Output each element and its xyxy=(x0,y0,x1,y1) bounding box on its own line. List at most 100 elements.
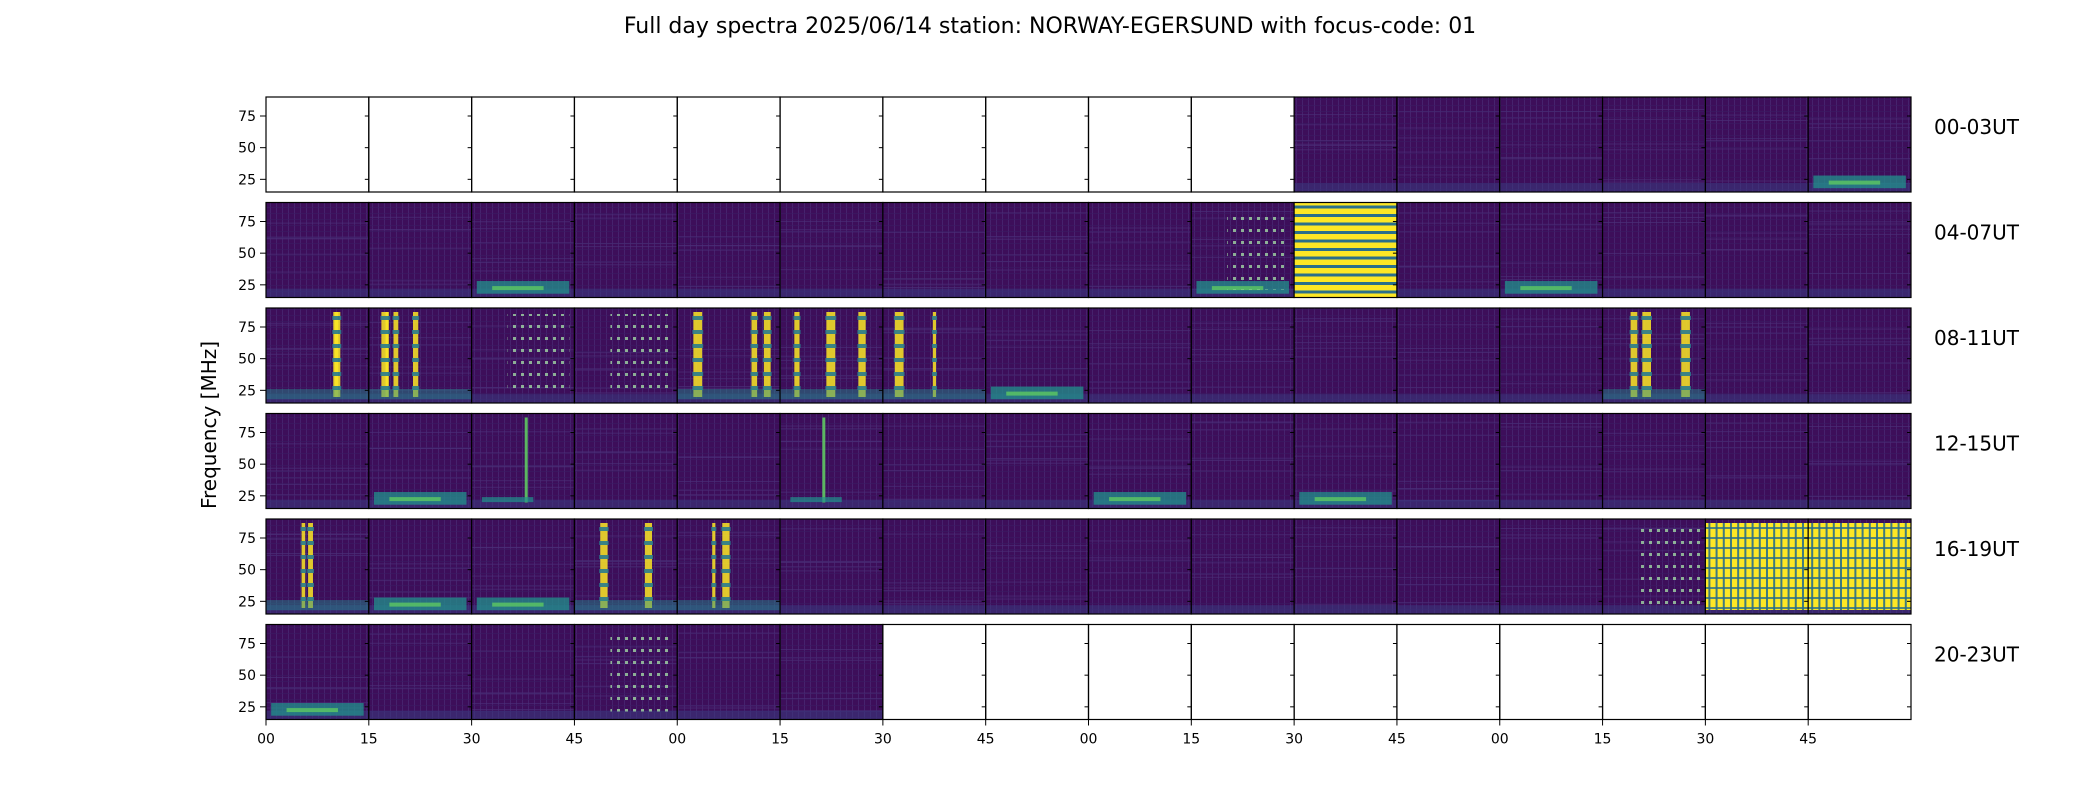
spectra-panel xyxy=(676,518,781,615)
spectra-panel xyxy=(1087,518,1192,615)
panel-frame xyxy=(368,96,473,193)
x-tick-label: 00 xyxy=(1080,732,1098,748)
spectra-panel xyxy=(573,412,678,510)
y-tick-label: 50 xyxy=(238,141,256,157)
row-time-label: 20-23UT xyxy=(1934,643,2020,667)
x-tick-label: 00 xyxy=(1491,732,1509,748)
panel-frame xyxy=(1601,623,1706,721)
panel-frame xyxy=(1190,96,1295,193)
spectra-panel xyxy=(1396,518,1501,615)
panel-frame xyxy=(265,96,370,193)
y-tick-label: 50 xyxy=(238,668,256,684)
x-tick-label: 30 xyxy=(874,732,892,748)
panel-frame xyxy=(1499,623,1604,721)
panel-frame xyxy=(985,96,1090,193)
y-tick-label: 75 xyxy=(238,109,256,125)
spectra-panel xyxy=(985,96,1090,193)
spectra-panel xyxy=(1807,201,1912,299)
spectra-panel xyxy=(573,623,678,721)
spectra-panel xyxy=(1190,201,1295,299)
spectra-panel xyxy=(573,518,678,615)
row-time-label: 12-15UT xyxy=(1934,432,2020,456)
panel-frame xyxy=(1807,201,1912,299)
y-tick-label: 25 xyxy=(238,278,256,294)
y-tick-label: 25 xyxy=(238,594,256,610)
spectra-panel xyxy=(676,307,781,404)
x-tick-label: 30 xyxy=(1285,732,1303,748)
y-tick-label: 75 xyxy=(238,320,256,336)
spectra-panel xyxy=(1293,201,1398,299)
spectra-panel xyxy=(471,518,576,615)
spectra-panel xyxy=(368,518,473,615)
y-tick-label: 50 xyxy=(238,352,256,368)
x-tick-label: 15 xyxy=(1182,732,1200,748)
y-tick-label: 50 xyxy=(238,457,256,473)
spectra-panel xyxy=(1601,307,1706,404)
spectra-panel xyxy=(265,518,370,615)
spectra-panel xyxy=(1807,518,1912,615)
spectra-panel xyxy=(573,307,678,404)
spectra-panel xyxy=(1499,307,1604,404)
spectra-panel xyxy=(985,623,1090,721)
spectra-panel xyxy=(573,201,678,299)
spectra-panel xyxy=(1396,412,1501,510)
x-tick-label: 00 xyxy=(257,732,275,748)
spectra-panel xyxy=(882,412,987,510)
spectra-panel xyxy=(1293,96,1398,193)
spectra-panel xyxy=(1704,412,1809,510)
y-tick-label: 75 xyxy=(238,637,256,653)
panel-frame xyxy=(1807,96,1912,193)
spectra-panel xyxy=(1087,307,1192,404)
y-tick-label: 50 xyxy=(238,246,256,262)
spectra-panel xyxy=(1704,518,1809,615)
spectra-panel xyxy=(1293,518,1398,615)
spectra-panel xyxy=(882,201,987,299)
spectra-panel xyxy=(368,623,473,721)
spectra-panel xyxy=(1087,96,1192,193)
spectra-panel xyxy=(1396,623,1501,721)
spectra-panel xyxy=(779,96,884,193)
spectra-panel xyxy=(1601,518,1706,615)
spectra-panel xyxy=(1190,518,1295,615)
spectra-panel xyxy=(1190,623,1295,721)
spectra-panel xyxy=(1396,201,1501,299)
spectra-panel xyxy=(265,623,370,721)
panel-frame xyxy=(1807,412,1912,510)
spectra-panel xyxy=(368,201,473,299)
spectra-panel xyxy=(1704,201,1809,299)
x-tick-label: 15 xyxy=(771,732,789,748)
x-tick-label: 30 xyxy=(463,732,481,748)
panel-frame xyxy=(676,96,781,193)
spectra-panel xyxy=(265,96,370,193)
spectra-panel xyxy=(1601,96,1706,193)
spectra-row: 75 50 25 12-15UT xyxy=(238,412,2020,510)
spectra-panel xyxy=(1807,623,1912,721)
panel-frame xyxy=(1807,623,1912,721)
spectra-panel xyxy=(1087,201,1192,299)
panel-frame xyxy=(1396,623,1501,721)
spectra-panel xyxy=(1087,412,1192,510)
spectra-panel xyxy=(779,518,884,615)
spectra-panel xyxy=(676,623,781,721)
spectra-panel xyxy=(1499,96,1604,193)
x-tick-group: 00 15 30 45 00 15 30 45 00 15 30 45 00 15 30 45 xyxy=(257,719,1817,748)
spectra-panel xyxy=(1499,201,1604,299)
spectra-panel xyxy=(1807,412,1912,510)
spectra-panel xyxy=(1807,307,1912,404)
spectra-panel xyxy=(1293,623,1398,721)
x-tick-label: 15 xyxy=(1594,732,1612,748)
spectra-panel xyxy=(779,307,884,404)
spectra-panel xyxy=(1190,96,1295,193)
panel-frame xyxy=(1190,623,1295,721)
y-tick-label: 50 xyxy=(238,563,256,579)
spectra-panel xyxy=(471,412,576,510)
spectra-panel xyxy=(1704,96,1809,193)
x-tick-label: 45 xyxy=(1799,732,1817,748)
spectra-panel xyxy=(1807,96,1912,193)
spectra-panel xyxy=(265,307,370,404)
spectra-panel xyxy=(265,412,370,510)
row-time-label: 04-07UT xyxy=(1934,221,2020,245)
spectra-panel xyxy=(882,96,987,193)
spectra-panel xyxy=(1190,307,1295,404)
row-time-label: 00-03UT xyxy=(1934,115,2020,139)
